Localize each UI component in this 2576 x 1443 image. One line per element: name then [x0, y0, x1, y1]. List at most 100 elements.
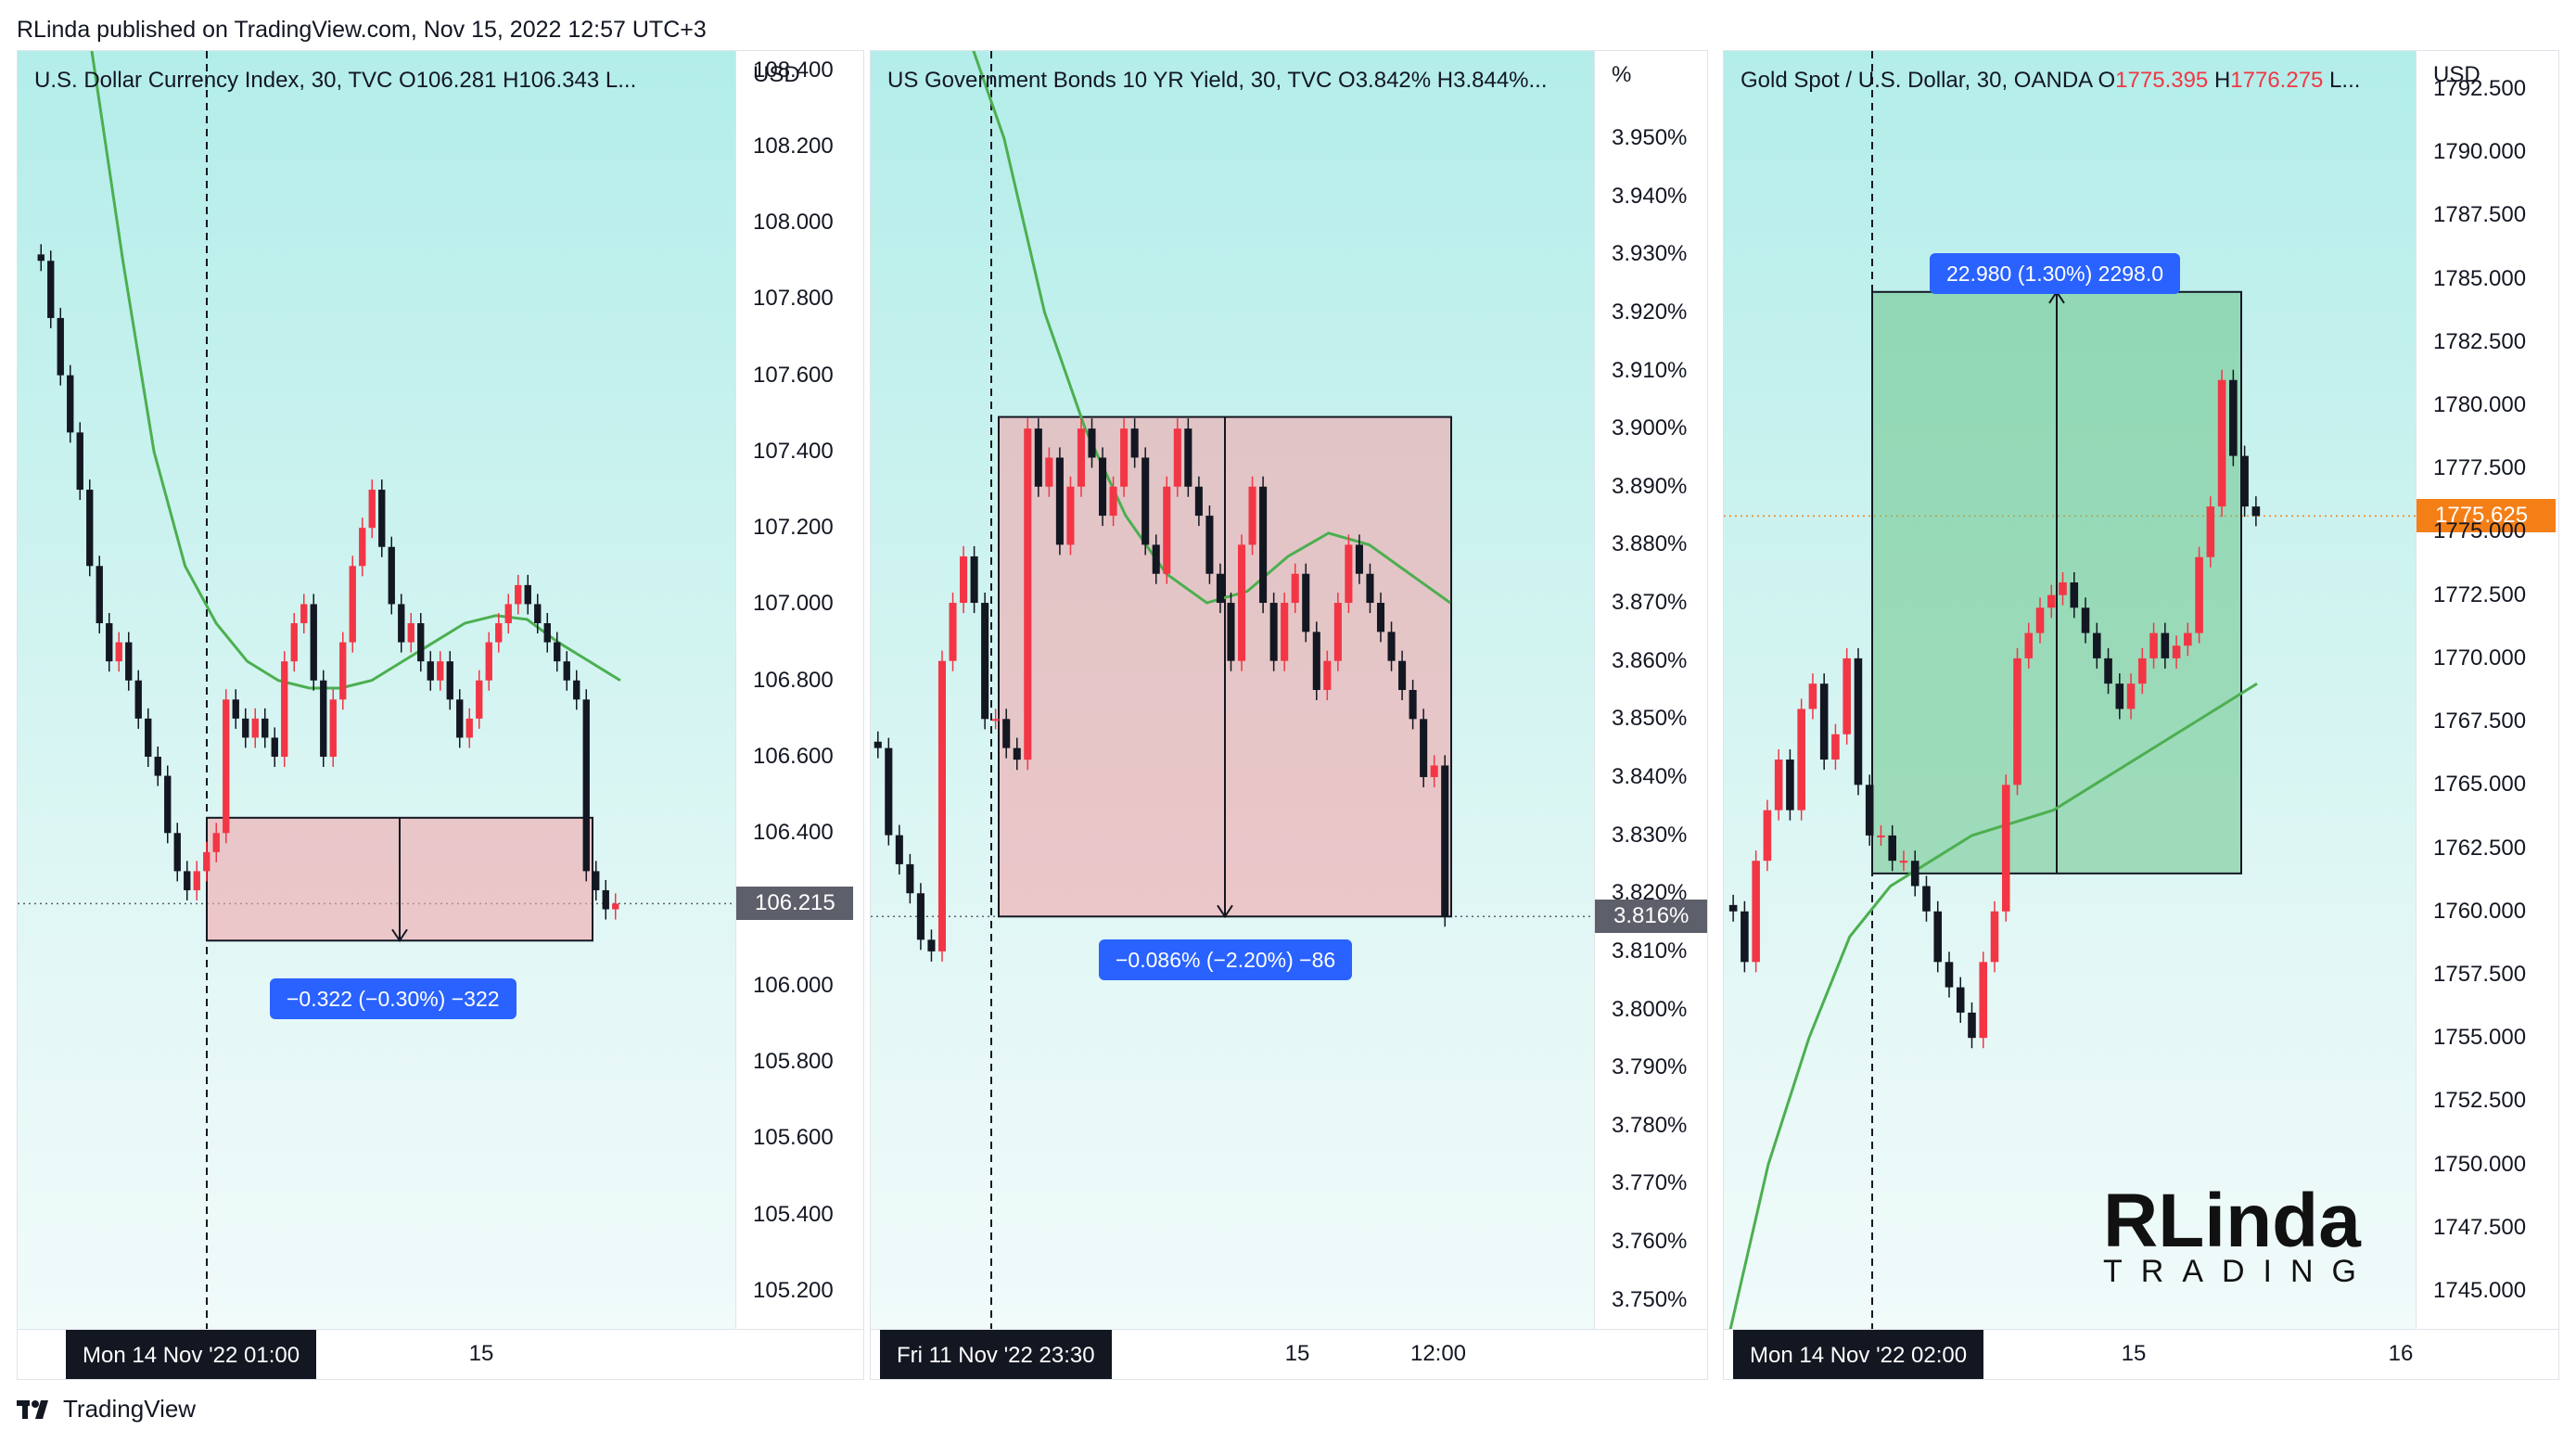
- candle: [251, 708, 259, 748]
- candle: [290, 612, 298, 672]
- plot-area-gold[interactable]: 22.980 (1.30%) 2298.0: [1724, 51, 2416, 1329]
- title-gold-name: Gold Spot / U.S. Dollar, 30, OANDA O: [1741, 68, 2116, 93]
- y-tick-label: 3.870%: [1612, 590, 1688, 616]
- candle: [563, 651, 570, 691]
- plot-area-dxy[interactable]: −0.322 (−0.30%) −322: [18, 51, 735, 1329]
- candle: [927, 929, 936, 962]
- candle: [465, 708, 473, 748]
- candle: [2115, 673, 2124, 720]
- candle: [1865, 774, 1874, 846]
- candle: [281, 651, 288, 768]
- chart-panel-gold: 22.980 (1.30%) 2298.0 Gold Spot / U.S. D…: [1723, 50, 2559, 1380]
- last-price-tag-dxy: 106.215: [736, 887, 853, 921]
- candle: [271, 727, 278, 768]
- candle: [1430, 755, 1438, 787]
- candle: [1291, 563, 1299, 614]
- candle: [2138, 647, 2147, 695]
- candle: [524, 574, 531, 615]
- candle: [193, 861, 200, 900]
- candle: [1237, 534, 1246, 671]
- y-tick-label: 1780.000: [2433, 392, 2527, 418]
- candle: [437, 651, 444, 691]
- candle: [1420, 709, 1428, 787]
- candle: [2001, 774, 2010, 922]
- y-tick-label: 107.600: [753, 362, 834, 388]
- rlinda-logo: RLinda TRADING: [2103, 1178, 2381, 1289]
- candle: [937, 650, 947, 962]
- candle: [1141, 447, 1150, 555]
- y-tick-label: 1745.000: [2433, 1278, 2527, 1304]
- chart-svg-gold: [1724, 51, 2416, 1329]
- chart-title-us10y: US Government Bonds 10 YR Yield, 30, TVC…: [887, 68, 1548, 93]
- candle: [916, 883, 925, 951]
- y-tick-label: 3.890%: [1612, 473, 1688, 499]
- candle: [1398, 650, 1407, 701]
- candle: [57, 307, 64, 386]
- price-axis-gold[interactable]: USD 1775.625 1792.500 1790.000 1787.500 178…: [2416, 51, 2558, 1329]
- y-tick-label: 107.400: [753, 438, 834, 464]
- candle: [1922, 875, 1931, 922]
- candle: [1002, 709, 1011, 759]
- candle: [573, 670, 580, 710]
- chart-svg-dxy: [18, 51, 735, 1329]
- candle: [2093, 622, 2101, 669]
- candle: [1269, 593, 1278, 671]
- candle: [329, 689, 337, 768]
- plot-area-us10y[interactable]: −0.086% (−2.20%) −86: [871, 51, 1594, 1329]
- candle: [349, 555, 356, 653]
- y-tick-label: 1747.500: [2433, 1214, 2527, 1240]
- candle: [1173, 418, 1181, 497]
- candle: [534, 594, 542, 634]
- candle: [1099, 447, 1107, 527]
- candle: [1774, 749, 1783, 821]
- candle: [543, 612, 551, 653]
- footer[interactable]: TradingView: [17, 1395, 196, 1424]
- candle: [2104, 647, 2112, 695]
- candle: [1888, 824, 1896, 872]
- candle: [1205, 505, 1214, 584]
- axis-unit-gold: USD: [2433, 62, 2480, 87]
- y-tick-label: 106.600: [753, 743, 834, 769]
- candle: [417, 612, 425, 672]
- time-tick-label: 12:00: [1409, 1341, 1467, 1366]
- time-axis-us10y[interactable]: Fri 11 Nov '22 23:30 15 12:00: [871, 1329, 1707, 1379]
- y-tick-label: 1752.500: [2433, 1088, 2527, 1114]
- y-tick-label: 3.830%: [1612, 822, 1688, 848]
- candle: [1843, 647, 1851, 745]
- candle: [1109, 476, 1117, 527]
- candle: [2070, 572, 2079, 619]
- time-axis-gold[interactable]: Mon 14 Nov '22 02:00 15 16: [1724, 1329, 2558, 1379]
- candle: [1034, 418, 1042, 497]
- candle: [456, 689, 464, 748]
- candle: [885, 737, 893, 846]
- y-tick-label: 1757.500: [2433, 961, 2527, 987]
- chart-panel-us10y: −0.086% (−2.20%) −86 US Government Bonds…: [870, 50, 1708, 1380]
- candle: [232, 689, 239, 729]
- candle: [86, 479, 94, 577]
- candle: [504, 594, 512, 634]
- candle: [2161, 622, 2170, 669]
- chart-svg-us10y: [871, 51, 1594, 1329]
- candle: [602, 879, 609, 920]
- candle: [1752, 850, 1760, 973]
- price-axis-us10y[interactable]: % 3.816% 3.950% 3.940% 3.930% 3.920% 3.910% 3…: [1594, 51, 1707, 1329]
- candle: [1194, 476, 1203, 527]
- chart-title-dxy: U.S. Dollar Currency Index, 30, TVC O106…: [34, 68, 637, 93]
- time-axis-dxy[interactable]: Mon 14 Nov '22 01:00 15: [18, 1329, 863, 1379]
- candle: [1066, 476, 1075, 555]
- candle: [320, 670, 327, 768]
- crosshair-time-label-gold: Mon 14 Nov '22 02:00: [1733, 1330, 1984, 1379]
- candle: [612, 893, 619, 920]
- y-tick-label: 3.840%: [1612, 763, 1688, 789]
- price-axis-dxy[interactable]: USD 106.215 108.400 108.200 108.000 107.800…: [735, 51, 863, 1329]
- candle: [1741, 900, 1749, 973]
- candle: [1990, 900, 1999, 973]
- y-tick-label: 1767.500: [2433, 709, 2527, 734]
- candle: [242, 708, 249, 748]
- candle: [2024, 622, 2034, 669]
- candle: [1248, 476, 1256, 555]
- y-tick-label: 106.400: [753, 820, 834, 846]
- candle: [970, 545, 978, 614]
- candle: [310, 594, 317, 691]
- candle: [339, 632, 347, 710]
